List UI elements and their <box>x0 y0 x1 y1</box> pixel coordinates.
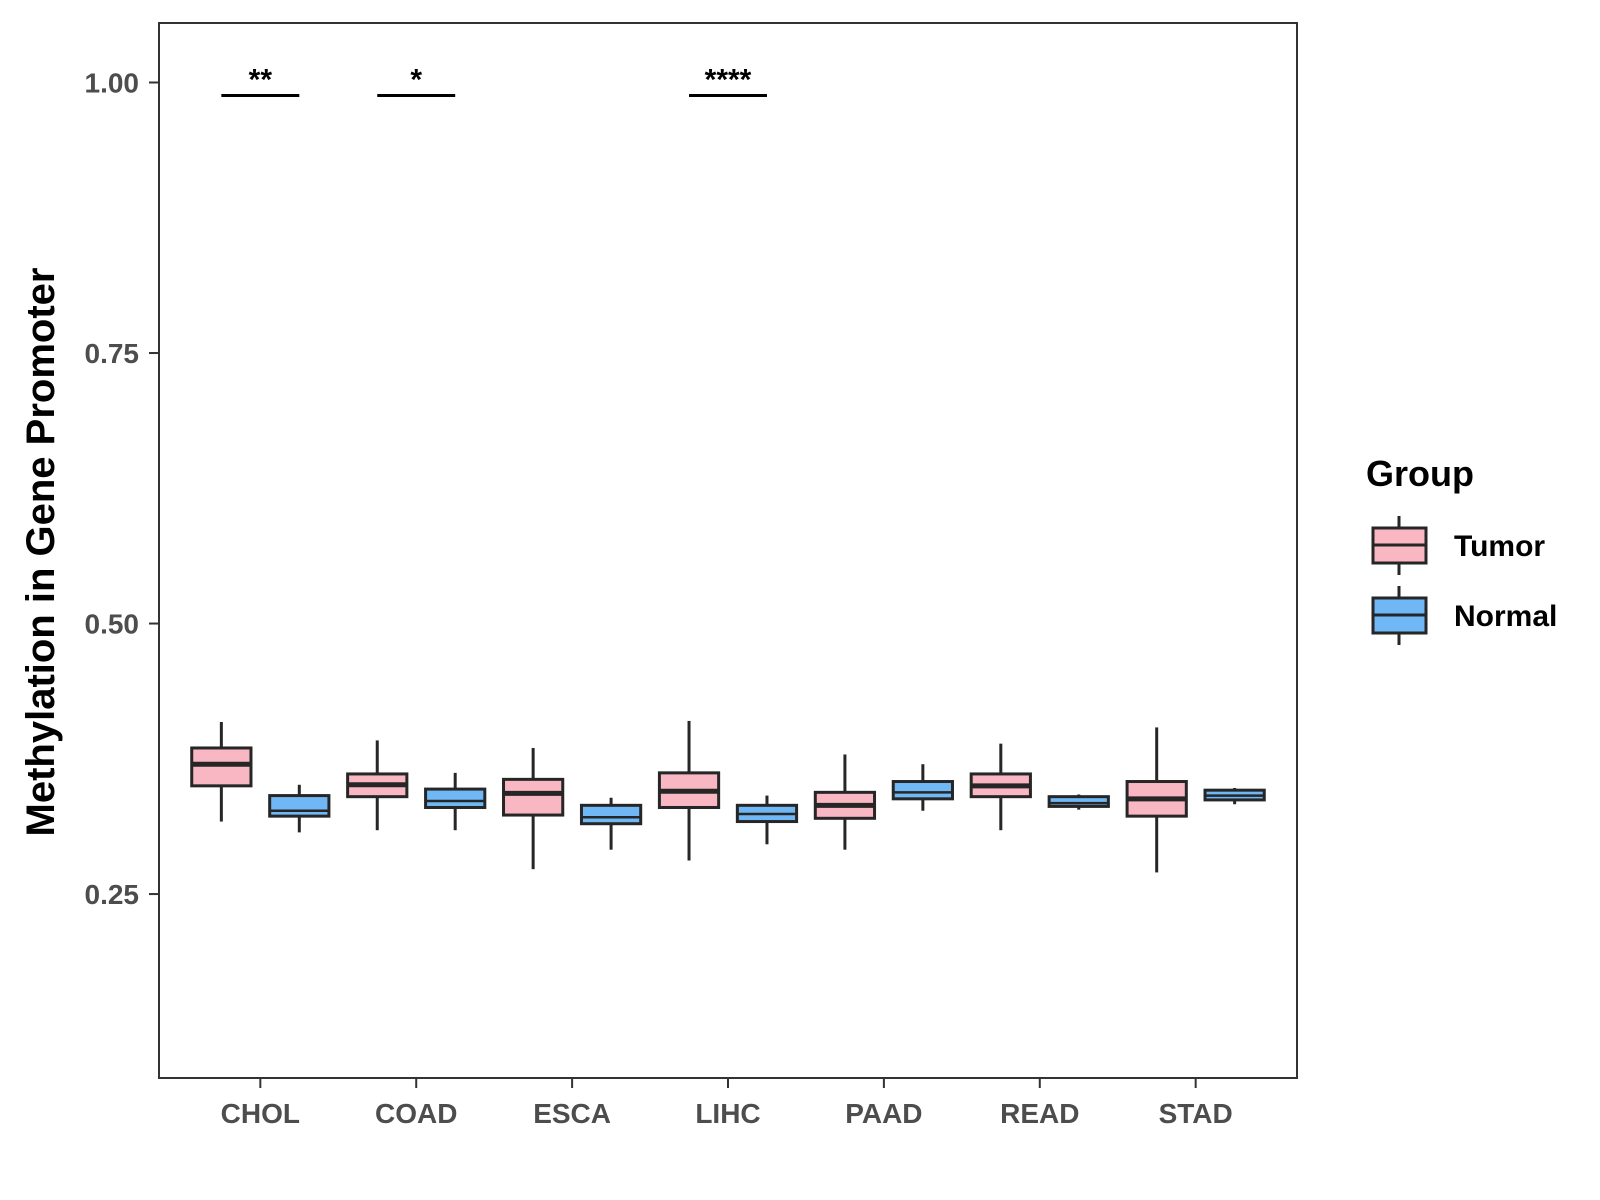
significance-label: * <box>410 63 422 96</box>
legend: Group Tumor Normal <box>1366 453 1557 645</box>
box-body <box>424 787 487 809</box>
box-body <box>579 803 643 826</box>
x-tick-label: PAAD <box>845 1098 922 1129</box>
plot-panel-border <box>158 22 1298 1079</box>
box-tumor-lihc <box>657 720 721 861</box>
y-tick-label: 0.50 <box>85 609 140 640</box>
box-tumor-stad <box>1125 727 1188 873</box>
box-body <box>190 746 253 788</box>
legend-key-tumor: Tumor <box>1371 516 1545 575</box>
x-tick-label: READ <box>1000 1098 1079 1129</box>
box-tumor-coad <box>346 740 409 831</box>
box-tumor-chol <box>190 722 253 822</box>
box-tumor-read <box>969 743 1032 831</box>
box-tumor-paad <box>813 754 877 850</box>
box-tumor-esca <box>502 747 565 870</box>
box-normal-lihc <box>735 795 799 845</box>
y-tick-label: 0.25 <box>85 879 140 910</box>
box-normal-chol <box>268 784 331 833</box>
plot-panel <box>158 22 1298 1079</box>
y-axis-title: Methylation in Gene Promoter <box>19 268 63 837</box>
box-body <box>891 780 954 801</box>
significance-annotations: ** * **** <box>221 63 767 97</box>
x-tick-label: STAD <box>1159 1098 1233 1129</box>
box-normal-paad <box>891 764 954 811</box>
legend-label-tumor: Tumor <box>1454 530 1545 563</box>
box-body <box>1047 795 1110 808</box>
y-axis: 0.25 0.50 0.75 1.00 <box>85 68 159 910</box>
x-tick-label: COAD <box>375 1098 457 1129</box>
significance-label: **** <box>705 63 752 96</box>
x-tick-label: CHOL <box>221 1098 300 1129</box>
significance-label: ** <box>249 63 273 96</box>
boxplot-series <box>190 720 1266 873</box>
box-normal-esca <box>579 797 643 850</box>
legend-title: Group <box>1366 453 1474 494</box>
y-tick-label: 0.75 <box>85 338 140 369</box>
x-tick-label: ESCA <box>533 1098 611 1129</box>
box-normal-read <box>1047 794 1110 810</box>
box-normal-stad <box>1203 788 1266 805</box>
box-body <box>268 794 331 818</box>
legend-key-normal: Normal <box>1371 586 1557 645</box>
x-tick-label: LIHC <box>695 1098 760 1129</box>
box-normal-coad <box>424 772 487 831</box>
y-tick-label: 1.00 <box>85 68 140 99</box>
box-body <box>502 777 565 817</box>
x-axis: CHOL COAD ESCA LIHC PAAD READ STAD <box>221 1078 1233 1129</box>
legend-label-normal: Normal <box>1454 600 1557 633</box>
